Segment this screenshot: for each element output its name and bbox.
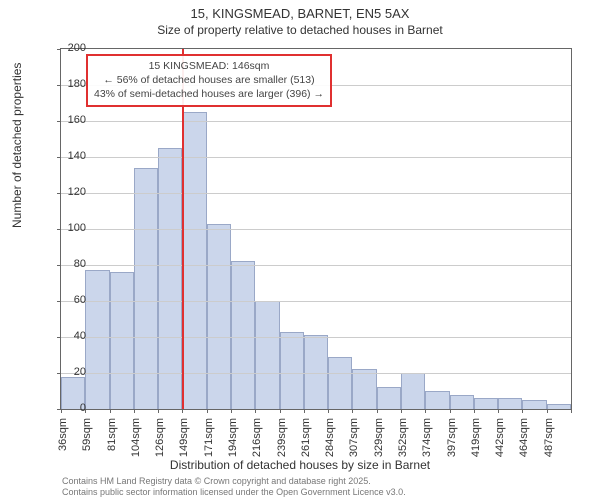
x-tick-label: 442sqm xyxy=(494,418,506,468)
x-tick-label: 194sqm xyxy=(227,418,239,468)
x-tick-label: 81sqm xyxy=(106,418,118,468)
y-tick-label: 0 xyxy=(46,402,86,414)
bar xyxy=(158,148,182,409)
x-tick-mark xyxy=(280,409,281,413)
grid-line xyxy=(61,193,571,194)
x-tick-mark xyxy=(522,409,523,413)
x-tick-label: 36sqm xyxy=(57,418,69,468)
bar xyxy=(280,332,304,409)
x-tick-label: 419sqm xyxy=(470,418,482,468)
y-tick-label: 200 xyxy=(46,42,86,54)
bar xyxy=(231,261,255,409)
x-tick-label: 487sqm xyxy=(543,418,555,468)
bar xyxy=(207,224,231,409)
grid-line xyxy=(61,337,571,338)
y-axis-label: Number of detached properties xyxy=(10,63,24,228)
x-tick-mark xyxy=(304,409,305,413)
x-tick-label: 307sqm xyxy=(348,418,360,468)
bar xyxy=(474,398,498,409)
x-tick-mark xyxy=(547,409,548,413)
x-tick-label: 171sqm xyxy=(203,418,215,468)
chart-title: 15, KINGSMEAD, BARNET, EN5 5AX xyxy=(0,0,600,23)
x-tick-mark xyxy=(231,409,232,413)
x-tick-label: 104sqm xyxy=(130,418,142,468)
x-tick-label: 59sqm xyxy=(81,418,93,468)
x-tick-mark xyxy=(377,409,378,413)
x-tick-mark xyxy=(474,409,475,413)
bar xyxy=(110,272,134,409)
grid-line xyxy=(61,301,571,302)
x-tick-mark xyxy=(255,409,256,413)
grid-line xyxy=(61,121,571,122)
callout-line3: 43% of semi-detached houses are larger (… xyxy=(94,87,324,101)
x-tick-mark xyxy=(328,409,329,413)
y-tick-label: 40 xyxy=(46,330,86,342)
x-tick-mark xyxy=(571,409,572,413)
x-tick-mark xyxy=(425,409,426,413)
x-tick-mark xyxy=(110,409,111,413)
y-tick-label: 20 xyxy=(46,366,86,378)
grid-line xyxy=(61,157,571,158)
callout-line2: ← 56% of detached houses are smaller (51… xyxy=(94,73,324,87)
x-tick-label: 126sqm xyxy=(154,418,166,468)
x-tick-label: 284sqm xyxy=(324,418,336,468)
grid-line xyxy=(61,229,571,230)
bar xyxy=(547,404,571,409)
bar xyxy=(498,398,522,409)
x-tick-mark xyxy=(134,409,135,413)
x-tick-mark xyxy=(450,409,451,413)
grid-line xyxy=(61,265,571,266)
y-tick-label: 60 xyxy=(46,294,86,306)
x-tick-mark xyxy=(352,409,353,413)
x-tick-mark xyxy=(207,409,208,413)
grid-line xyxy=(61,373,571,374)
callout-box: 15 KINGSMEAD: 146sqm ← 56% of detached h… xyxy=(86,54,332,107)
x-tick-label: 239sqm xyxy=(276,418,288,468)
bar xyxy=(425,391,449,409)
bar xyxy=(328,357,352,409)
y-tick-label: 80 xyxy=(46,258,86,270)
attribution: Contains HM Land Registry data © Crown c… xyxy=(62,476,406,498)
y-tick-label: 140 xyxy=(46,150,86,162)
x-tick-mark xyxy=(498,409,499,413)
bar xyxy=(401,373,425,409)
x-tick-mark xyxy=(158,409,159,413)
y-tick-label: 120 xyxy=(46,186,86,198)
callout-line1: 15 KINGSMEAD: 146sqm xyxy=(94,59,324,73)
x-tick-mark xyxy=(182,409,183,413)
x-tick-label: 329sqm xyxy=(373,418,385,468)
y-tick-label: 180 xyxy=(46,78,86,90)
bar xyxy=(352,369,376,409)
x-tick-label: 216sqm xyxy=(251,418,263,468)
attribution-line1: Contains HM Land Registry data © Crown c… xyxy=(62,476,406,487)
attribution-line2: Contains public sector information licen… xyxy=(62,487,406,498)
y-tick-label: 100 xyxy=(46,222,86,234)
x-tick-label: 261sqm xyxy=(300,418,312,468)
x-tick-mark xyxy=(401,409,402,413)
bar xyxy=(450,395,474,409)
x-tick-label: 149sqm xyxy=(178,418,190,468)
y-tick-label: 160 xyxy=(46,114,86,126)
bar xyxy=(255,301,279,409)
bar xyxy=(85,270,109,409)
bar xyxy=(522,400,546,409)
x-tick-label: 374sqm xyxy=(421,418,433,468)
chart-subtitle: Size of property relative to detached ho… xyxy=(0,23,600,37)
x-tick-label: 397sqm xyxy=(446,418,458,468)
x-tick-label: 464sqm xyxy=(518,418,530,468)
bar xyxy=(377,387,401,409)
x-tick-label: 352sqm xyxy=(397,418,409,468)
